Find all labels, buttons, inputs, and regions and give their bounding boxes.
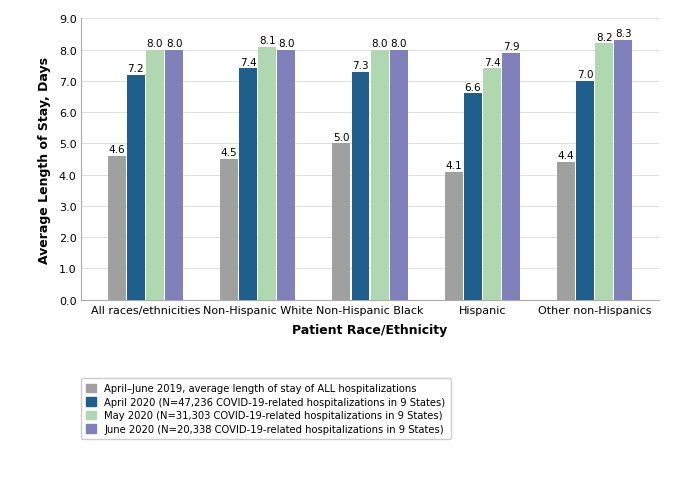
Bar bbox=[146, 50, 164, 300]
Bar bbox=[614, 41, 632, 300]
Bar bbox=[371, 50, 388, 300]
Text: 7.4: 7.4 bbox=[483, 58, 500, 67]
Text: 4.5: 4.5 bbox=[221, 148, 238, 158]
Text: 6.6: 6.6 bbox=[464, 82, 481, 92]
Text: 8.1: 8.1 bbox=[259, 36, 276, 45]
X-axis label: Patient Race/Ethnicity: Patient Race/Ethnicity bbox=[293, 323, 447, 336]
Text: 8.0: 8.0 bbox=[390, 39, 407, 49]
Bar bbox=[127, 76, 145, 300]
Text: 4.4: 4.4 bbox=[557, 151, 574, 161]
Bar bbox=[483, 69, 501, 300]
Bar bbox=[165, 50, 183, 300]
Bar bbox=[595, 45, 613, 300]
Text: 8.0: 8.0 bbox=[147, 39, 163, 49]
Text: 8.0: 8.0 bbox=[166, 39, 182, 49]
Bar bbox=[220, 160, 238, 300]
Bar bbox=[445, 172, 463, 300]
Bar bbox=[557, 163, 575, 300]
Bar bbox=[239, 69, 257, 300]
Bar bbox=[576, 82, 594, 300]
Bar bbox=[333, 144, 350, 300]
Text: 8.2: 8.2 bbox=[596, 32, 612, 43]
Text: 7.0: 7.0 bbox=[577, 70, 593, 80]
Text: 7.4: 7.4 bbox=[240, 58, 257, 67]
Y-axis label: Average Length of Stay, Days: Average Length of Stay, Days bbox=[37, 57, 50, 263]
Text: 5.0: 5.0 bbox=[333, 132, 350, 142]
Bar bbox=[502, 54, 520, 300]
Text: 4.1: 4.1 bbox=[445, 160, 462, 170]
Bar bbox=[277, 50, 295, 300]
Bar bbox=[464, 94, 482, 300]
Text: 8.3: 8.3 bbox=[615, 30, 631, 39]
Legend: April–June 2019, average length of stay of ALL hospitalizations, April 2020 (N=4: April–June 2019, average length of stay … bbox=[81, 378, 451, 439]
Text: 4.6: 4.6 bbox=[109, 145, 125, 155]
Text: 7.3: 7.3 bbox=[352, 60, 369, 71]
Text: 7.2: 7.2 bbox=[128, 64, 144, 74]
Bar bbox=[390, 50, 407, 300]
Bar bbox=[352, 73, 369, 300]
Text: 8.0: 8.0 bbox=[371, 39, 388, 49]
Text: 8.0: 8.0 bbox=[278, 39, 295, 49]
Bar bbox=[108, 157, 126, 300]
Text: 7.9: 7.9 bbox=[502, 42, 519, 52]
Bar bbox=[258, 47, 276, 300]
